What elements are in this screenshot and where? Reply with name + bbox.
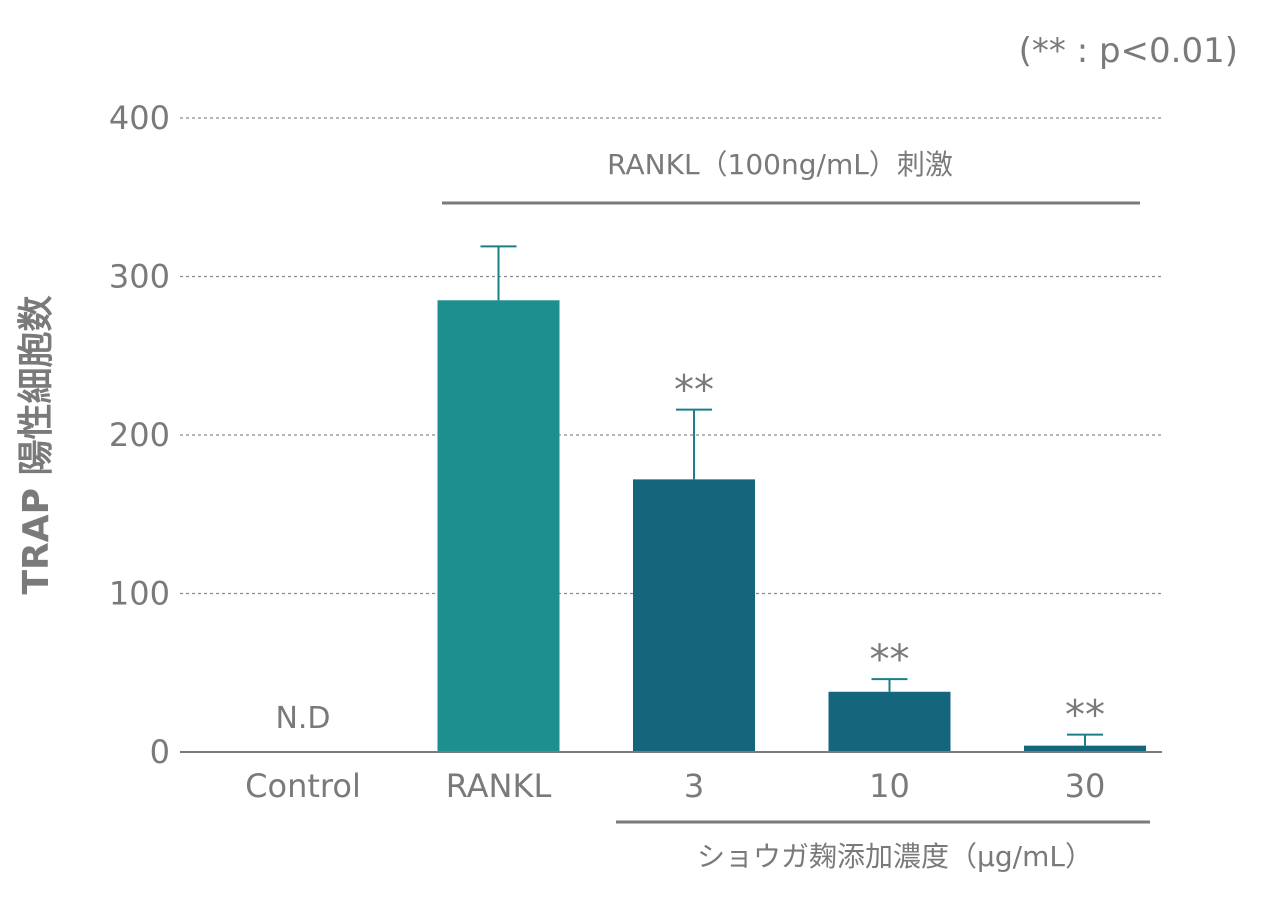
bar: [1024, 745, 1146, 752]
y-tick-label: 200: [109, 416, 170, 454]
x-tick-label: RANKL: [446, 767, 552, 805]
significance-label: **: [1065, 693, 1105, 739]
bar: [437, 300, 560, 752]
data-label: N.D: [275, 701, 330, 736]
x-tick-label: Control: [245, 767, 361, 805]
y-tick-label: 100: [109, 575, 170, 613]
bar: [828, 691, 951, 752]
y-axis-label: TRAP 陽性細胞数: [16, 295, 57, 594]
x-tick-label: 10: [869, 767, 910, 805]
x-tick-labels: Control RANKL 3 10 30: [245, 767, 1105, 805]
x-tick-label: 3: [684, 767, 704, 805]
y-tick-label: 400: [109, 99, 170, 137]
y-tick-label: 300: [109, 258, 170, 296]
significance-label: **: [674, 368, 714, 414]
x-tick-label: 30: [1065, 767, 1106, 805]
significance-note: (** : p<0.01): [1019, 31, 1238, 71]
y-tick-label: 0: [150, 733, 170, 771]
bar: [633, 479, 755, 752]
gridlines: [180, 117, 1162, 595]
bars: N.D ** ** **: [275, 245, 1146, 752]
x-axis-label: ショウガ麹添加濃度（μg/mL）: [697, 840, 1093, 873]
stimulation-label: RANKL（100ng/mL）刺激: [607, 148, 953, 181]
significance-label: **: [870, 637, 910, 683]
y-tick-labels: 0 100 200 300 400: [109, 99, 170, 771]
